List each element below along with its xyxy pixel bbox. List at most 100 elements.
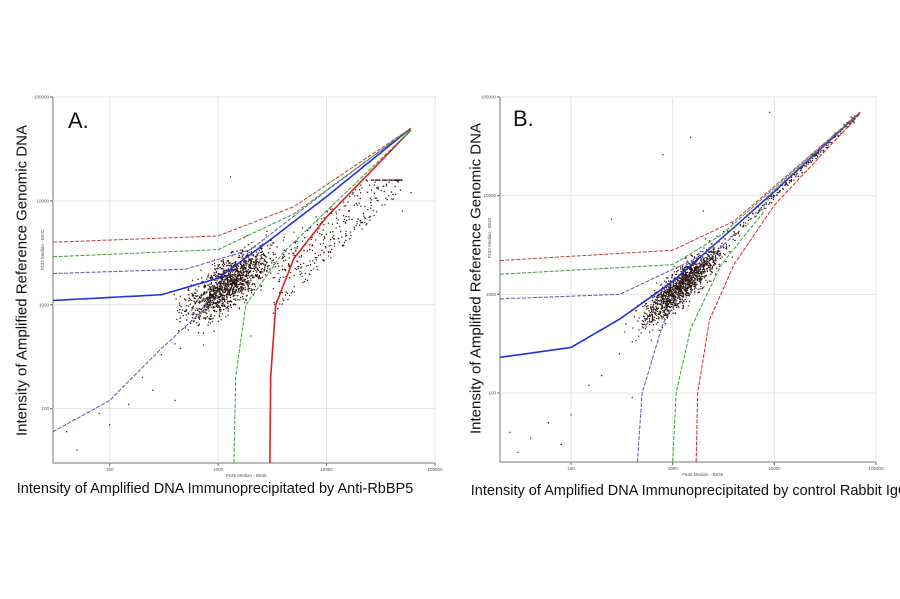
data-point: [706, 253, 709, 256]
data-point: [304, 237, 306, 239]
data-point: [266, 270, 268, 273]
data-point: [669, 306, 672, 309]
data-point: [680, 266, 682, 268]
data-point: [695, 268, 697, 270]
data-point: [370, 199, 373, 201]
data-point: [249, 259, 251, 261]
data-point: [663, 300, 666, 303]
data-point: [818, 153, 820, 155]
data-point: [218, 314, 221, 316]
data-point: [312, 268, 315, 270]
data-point: [700, 275, 702, 277]
data-point: [638, 329, 640, 331]
data-point: [800, 169, 802, 172]
data-point: [98, 412, 100, 415]
data-point: [201, 277, 203, 279]
data-point: [202, 294, 205, 296]
data-point: [704, 271, 706, 273]
data-point: [768, 197, 771, 200]
data-point: [635, 310, 637, 312]
data-point: [235, 286, 238, 289]
data-point: [261, 271, 264, 273]
data-point: [701, 268, 704, 271]
data-point: [229, 279, 231, 282]
data-point: [703, 286, 705, 288]
data-point: [684, 257, 687, 259]
data-point: [765, 207, 767, 209]
data-point: [672, 290, 674, 293]
data-point: [672, 312, 674, 314]
data-point: [244, 286, 246, 288]
data-point: [693, 288, 695, 290]
data-point: [666, 298, 669, 300]
data-point: [662, 316, 665, 318]
data-point: [239, 289, 242, 291]
data-point: [369, 184, 371, 186]
data-point: [703, 264, 705, 266]
data-point: [665, 308, 668, 310]
data-point: [682, 285, 684, 288]
data-point: [719, 245, 722, 247]
data-point: [239, 299, 241, 301]
data-point: [369, 215, 372, 218]
data-point: [232, 287, 235, 289]
data-point: [252, 270, 255, 273]
data-point: [660, 300, 663, 303]
data-point: [241, 254, 244, 256]
data-point: [234, 283, 237, 285]
data-point: [272, 288, 275, 290]
data-point: [264, 274, 267, 276]
data-point: [227, 260, 230, 262]
x-tick-label: 10000: [320, 467, 333, 472]
data-point: [662, 311, 664, 313]
data-point: [701, 273, 703, 276]
data-point: [707, 266, 710, 269]
data-point: [282, 276, 285, 279]
data-point: [682, 304, 684, 307]
data-point: [251, 283, 253, 286]
data-point: [638, 317, 640, 319]
data-point: [218, 289, 220, 291]
data-point: [358, 189, 361, 191]
panel-a: 100 1000 10000 100000100100010000100000F635…: [34, 95, 443, 479]
data-point: [672, 286, 674, 288]
data-point: [274, 266, 277, 268]
data-point: [335, 217, 338, 219]
data-point: [230, 270, 233, 272]
data-point: [760, 207, 762, 209]
data-point: [672, 308, 675, 310]
data-point: [218, 298, 220, 301]
data-point: [715, 252, 717, 255]
data-point: [382, 185, 384, 187]
data-point: [711, 259, 714, 261]
data-point: [697, 291, 699, 294]
data-point: [691, 284, 693, 287]
data-point: [680, 268, 682, 270]
data-point: [257, 278, 260, 280]
data-point: [330, 244, 332, 247]
data-point: [218, 315, 221, 318]
data-point: [654, 313, 656, 316]
data-point: [588, 384, 590, 386]
data-point: [244, 301, 246, 304]
data-point: [725, 245, 728, 247]
data-point: [224, 282, 226, 284]
inner-x-axis-label: F635 Median - B635: [226, 473, 267, 478]
data-point: [296, 247, 298, 249]
data-point: [206, 316, 209, 318]
data-point: [384, 179, 386, 181]
data-point: [180, 306, 182, 308]
data-point: [671, 293, 673, 295]
threshold-curve: [52, 127, 412, 274]
data-point: [275, 256, 277, 259]
data-point: [742, 222, 745, 224]
data-point: [224, 279, 226, 281]
data-point: [394, 193, 397, 196]
data-point: [661, 283, 663, 285]
data-point: [350, 234, 352, 237]
data-point: [700, 281, 702, 283]
data-point: [684, 298, 686, 301]
data-point: [250, 258, 253, 260]
data-point: [217, 297, 219, 299]
data-point: [264, 260, 267, 263]
